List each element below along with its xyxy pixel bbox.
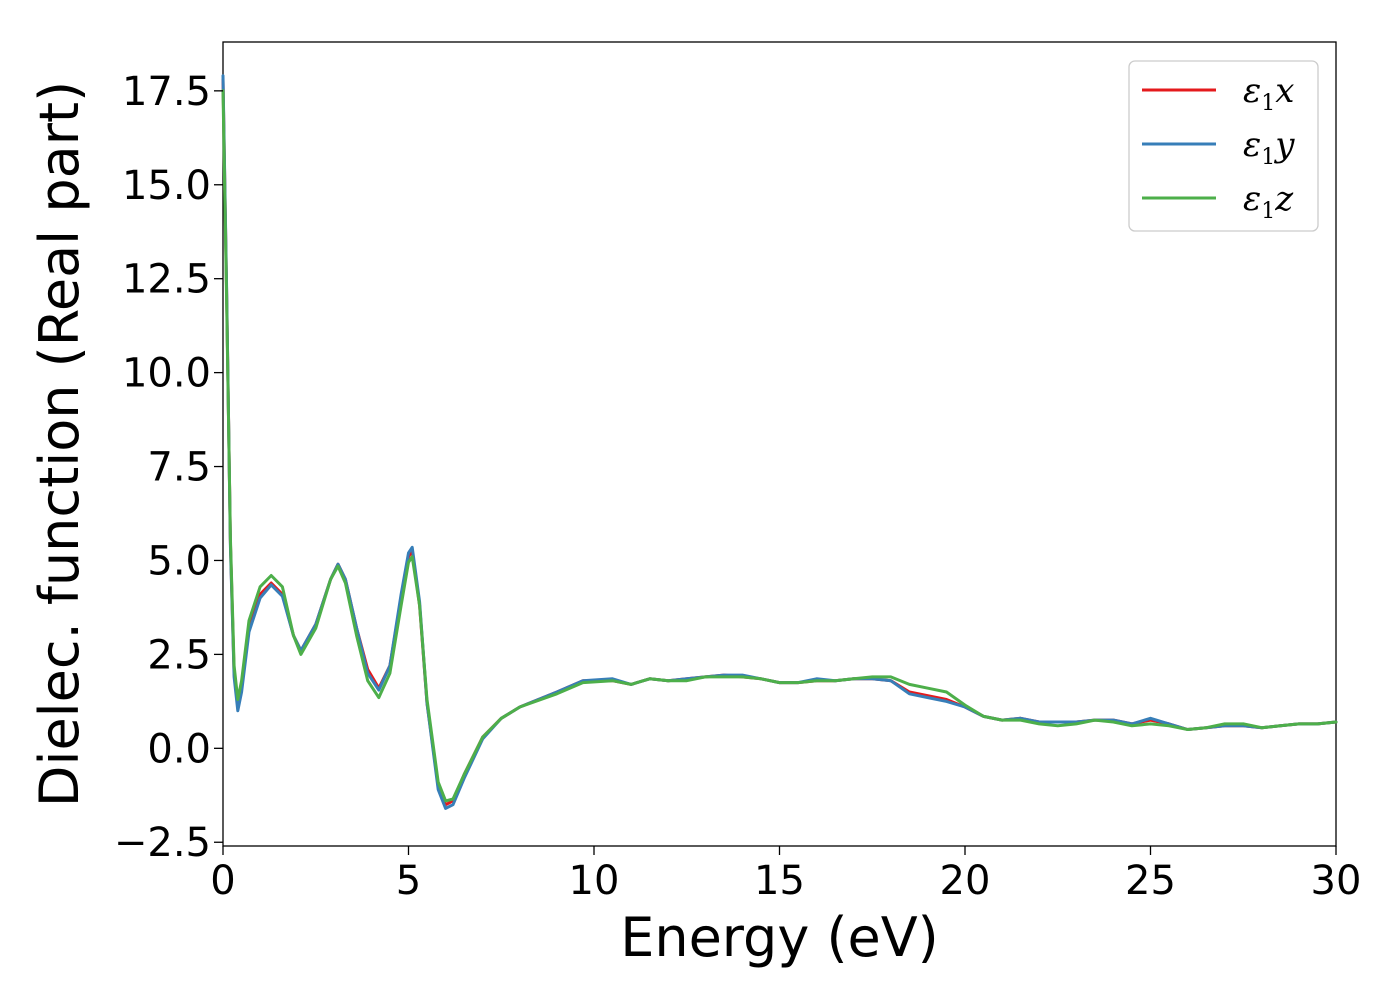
y-tick-label: 2.5	[147, 632, 211, 678]
series-line-z	[221, 89, 1338, 803]
x-tick-label: 5	[396, 858, 421, 904]
x-tick-label: 20	[940, 858, 991, 904]
legend-label-y: ε1y	[1243, 125, 1295, 170]
y-tick-label: 10.0	[122, 351, 211, 397]
legend-box	[1128, 60, 1319, 232]
series-layer	[221, 74, 1338, 810]
x-tick-label: 0	[210, 858, 235, 904]
x-tick-label: 30	[1311, 858, 1362, 904]
y-tick-label: 15.0	[122, 163, 211, 209]
y-axis-ticks: −2.5 0.0 2.5 5.0 7.5 10.0 12.5 15.0 17.5	[114, 69, 223, 866]
y-axis-label: Dielec. function (Real part)	[28, 81, 91, 807]
x-axis-ticks: 0 5 10 15 20 25 30	[210, 846, 1361, 904]
x-axis-label: Energy (eV)	[620, 906, 939, 969]
x-tick-label: 10	[569, 858, 620, 904]
y-tick-label: 12.5	[122, 257, 211, 303]
y-tick-label: 17.5	[122, 69, 211, 115]
x-tick-label: 15	[754, 858, 805, 904]
y-tick-label: 7.5	[147, 445, 211, 491]
y-tick-label: 5.0	[147, 538, 211, 584]
y-tick-label: −2.5	[114, 820, 211, 866]
legend-label-x: ε1x	[1243, 71, 1294, 116]
legend: ε1x ε1y ε1z	[1128, 60, 1319, 232]
y-tick-label: 0.0	[147, 726, 211, 772]
legend-label-z: ε1z	[1243, 179, 1294, 224]
x-tick-label: 25	[1125, 858, 1176, 904]
